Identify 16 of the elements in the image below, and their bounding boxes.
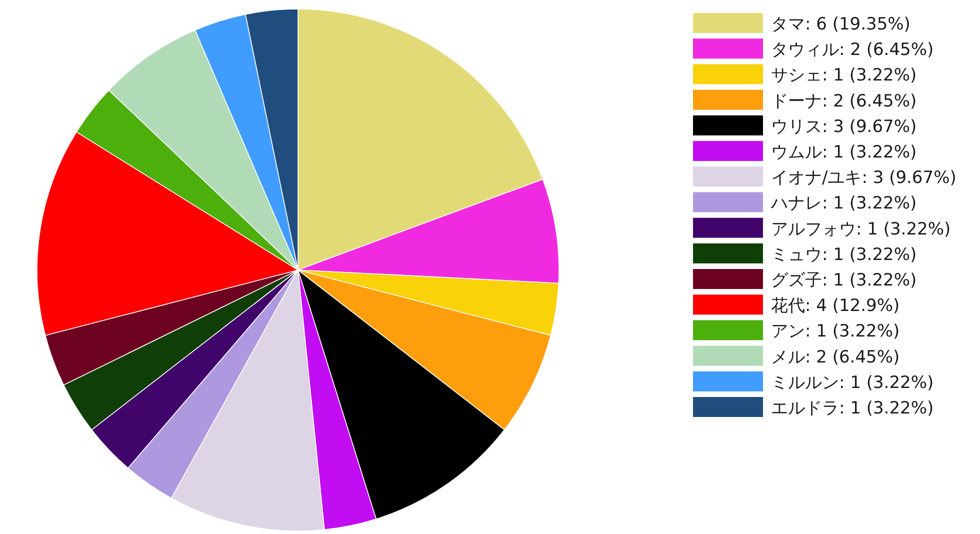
legend-label: ハナレ: 1 (3.22%) xyxy=(770,194,917,214)
legend-label: イオナ/ユキ: 3 (9.67%) xyxy=(771,168,956,188)
legend-label: ミュウ: 1 (3.22%) xyxy=(771,244,917,265)
legend-label: アン: 1 (3.22%) xyxy=(771,322,900,342)
legend-label: メル: 2 (6.45%) xyxy=(771,347,900,368)
legend-label: ウムル: 1 (3.22%) xyxy=(771,142,917,162)
legend-label: タウィル: 2 (6.45%) xyxy=(771,40,934,60)
legend-label: 花代: 4 (12.9%) xyxy=(771,296,900,316)
legend-label: エルドラ: 1 (3.22%) xyxy=(771,398,934,418)
legend-label: アルフォウ: 1 (3.22%) xyxy=(771,219,951,240)
legend-label: ミルルン: 1 (3.22%) xyxy=(771,372,934,393)
legend-label: グズ子: 1 (3.22%) xyxy=(771,270,917,290)
legend-label: ウリス: 3 (9.67%) xyxy=(771,116,917,137)
legend-label: ドーナ: 2 (6.45%) xyxy=(771,91,917,112)
legend-label: サシェ: 1 (3.22%) xyxy=(771,66,917,86)
legend-label: タマ: 6 (19.35%) xyxy=(771,14,910,34)
